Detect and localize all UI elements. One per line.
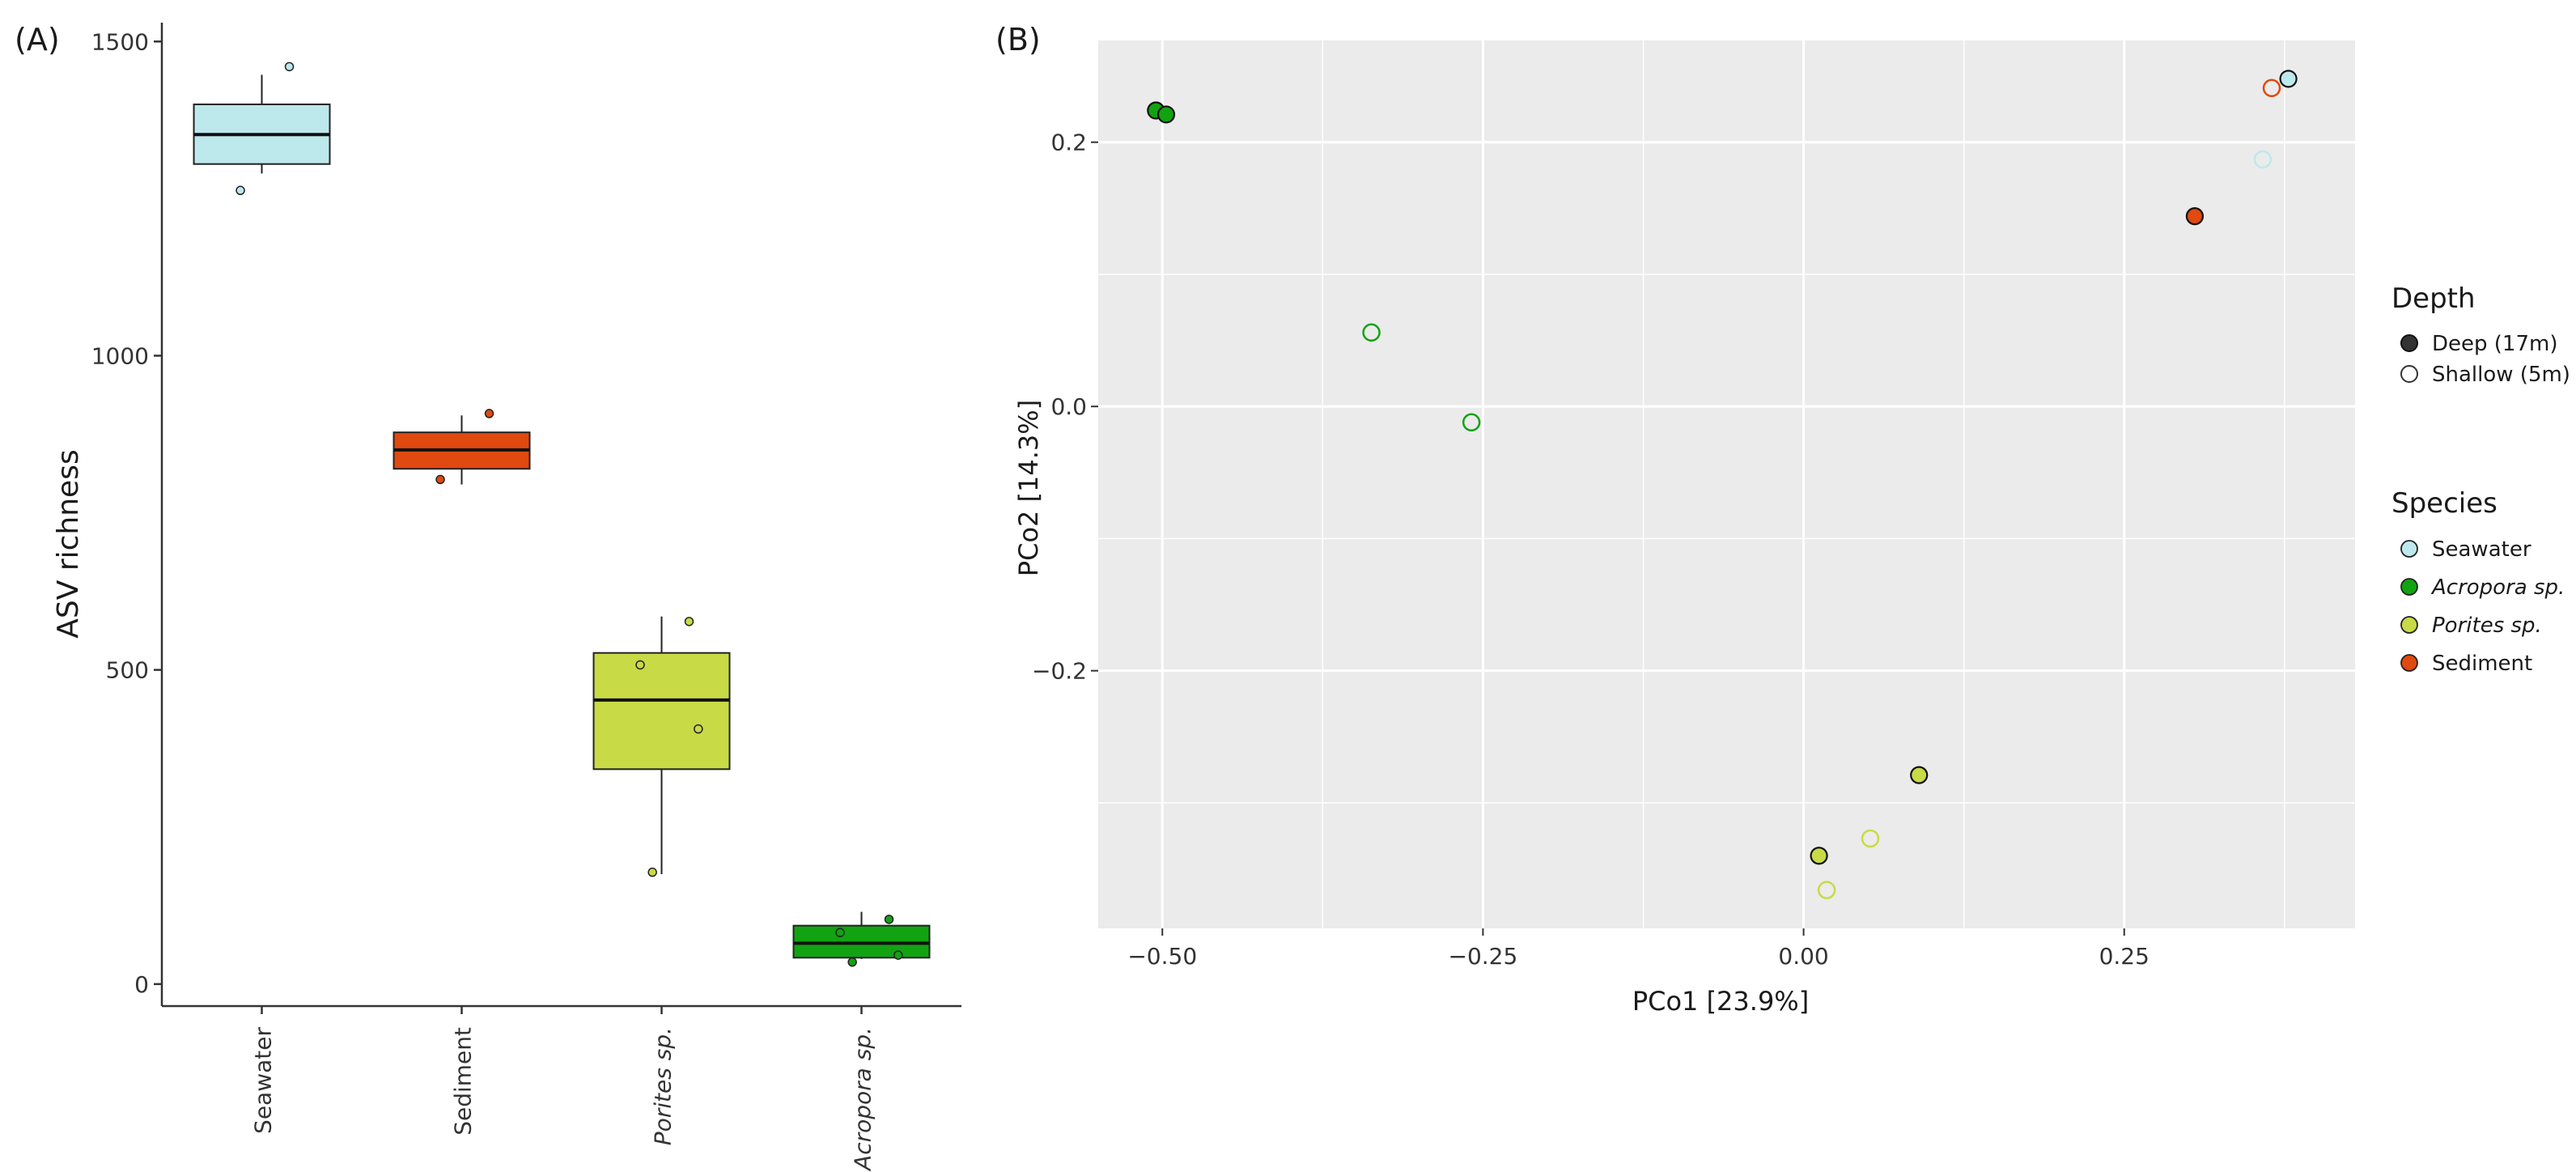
panel-b-x-tick-label: −0.25: [1449, 943, 1518, 970]
scatter-point-deep: [1156, 105, 1176, 124]
legend-species-label: Acropora sp.: [2430, 575, 2565, 600]
legend-key-deep: [2400, 334, 2418, 352]
panel-b-x-axis-title: PCo1 [23.9%]: [1632, 986, 1809, 1017]
panel-a-y-tick-label: 0: [134, 971, 149, 998]
legend-depth-label: Shallow (5m): [2432, 363, 2570, 387]
panel-a-boxes: [193, 62, 931, 967]
panel-a-y-tick-label: 1500: [91, 28, 149, 55]
box-porites-sp: [592, 616, 731, 877]
legend-depth-label: Deep (17m): [2432, 332, 2557, 356]
panel-a-label: (A): [15, 22, 60, 57]
box-data-point: [684, 617, 694, 626]
box-data-point: [236, 185, 245, 196]
legend-key-species: [2400, 540, 2418, 558]
panel-b-x-tick-label: −0.50: [1127, 943, 1197, 970]
panel-a-axes: [160, 23, 961, 1008]
panel-a-x-tick-label: Acropora sp.: [850, 1027, 876, 1172]
legend-species-title: Species: [2391, 487, 2497, 520]
box-sediment: [393, 409, 531, 485]
panel-b-plot-background: [1098, 40, 2355, 928]
panel-a-x-tick-label: Porites sp.: [650, 1027, 677, 1145]
scatter-point-deep: [1910, 766, 1929, 784]
box-data-point: [835, 928, 845, 937]
panel-a-y-axis-title: ASV richness: [52, 449, 85, 638]
scatter-point-shallow: [1362, 323, 1381, 342]
box-data-point: [647, 867, 657, 877]
box-data-point: [893, 950, 903, 960]
legend-species-label: Seawater: [2432, 537, 2531, 562]
panel-a-y-ticks: 0 500 1000 1500: [91, 28, 162, 998]
scatter-point-shallow: [2262, 79, 2281, 98]
panel-b-y-tick-label: 0.0: [1050, 393, 1087, 420]
panel-a-x-tick-label: Seawater: [250, 1027, 277, 1134]
panel-a-y-tick-label: 1000: [91, 342, 149, 369]
legend-key-species: [2400, 578, 2418, 596]
box-data-point: [694, 724, 703, 734]
box-data-point: [884, 915, 894, 924]
box-data-point: [284, 62, 295, 72]
panel-b-y-axis-title: PCo2 [14.3%]: [1013, 400, 1044, 576]
box-iqr: [592, 652, 731, 771]
box-seawater: [193, 62, 331, 196]
panel-b-legend: Depth Deep (17m) Shallow (5m) Species Seawat…: [2391, 282, 2570, 676]
legend-key-shallow: [2400, 365, 2418, 383]
panel-b-x-tick-label: 0.25: [2099, 943, 2149, 970]
box-data-point: [435, 474, 445, 485]
legend-species-label: Porites sp.: [2432, 614, 2542, 638]
panel-a-y-tick-label: 500: [106, 657, 149, 684]
scatter-point-deep: [2185, 207, 2205, 226]
scatter-point-deep: [2279, 70, 2298, 88]
box-data-point: [847, 957, 857, 967]
scatter-point-deep: [1810, 847, 1828, 865]
panel-a-x-tick-label: Sediment: [450, 1027, 477, 1136]
panel-a-x-tick-labels: Seawater Sediment Porites sp. Acropora sp.: [250, 1006, 876, 1172]
legend-species-label: Sediment: [2432, 652, 2532, 676]
scatter-point-shallow: [1462, 413, 1481, 432]
panel-b-ticks: −0.50 −0.25 0.00 0.25 −0.2 0.0 0.2: [1032, 130, 2149, 970]
legend-depth-title: Depth: [2391, 282, 2476, 315]
panel-b-x-tick-label: 0.00: [1778, 943, 1828, 970]
panel-b-points: [1147, 70, 2298, 899]
legend-key-species: [2400, 616, 2418, 634]
scatter-point-shallow: [1861, 829, 1880, 848]
box-data-point: [635, 660, 645, 670]
panel-b-pcoa: (B) −0.50 −0.25 0.00 0.25 −0.2 0.0 0.2 PCo1 [2…: [995, 22, 2570, 1017]
scatter-point-shallow: [2253, 150, 2273, 169]
panel-b-y-tick-label: −0.2: [1032, 658, 1087, 685]
legend-key-species: [2400, 654, 2418, 672]
panel-b-y-tick-label: 0.2: [1050, 130, 1087, 156]
panel-b-label: (B): [995, 22, 1041, 57]
box-data-point: [484, 409, 494, 418]
panel-a-boxplot: (A) 0 500 1000 1500 Seawater Sediment Porites…: [15, 22, 961, 1172]
box-acropora-sp: [792, 911, 931, 967]
scatter-point-shallow: [1817, 881, 1836, 899]
panel-b-gridlines: [1098, 40, 2355, 928]
